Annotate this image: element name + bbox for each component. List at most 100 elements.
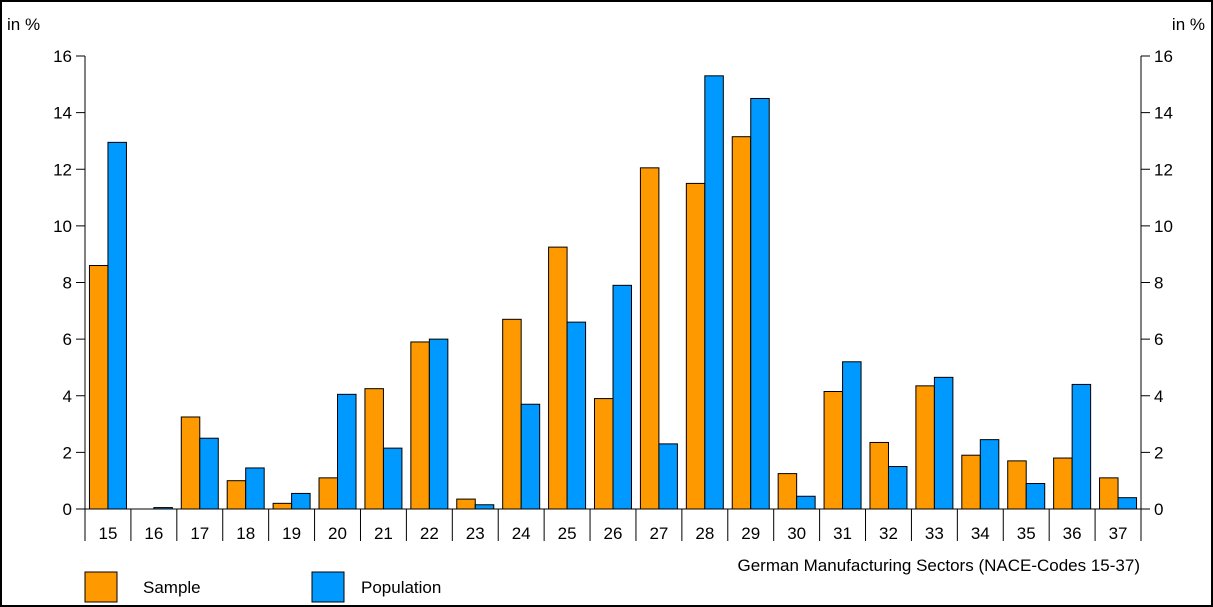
bar-population-36 [1071, 383, 1092, 510]
left-tick-label: 6 [63, 330, 72, 349]
bar-sample-31 [823, 391, 844, 510]
right-y-axis: 0 2 4 6 8 10 12 14 16 [1140, 47, 1173, 519]
bar-population-23 [474, 504, 495, 510]
bar-population-34 [979, 439, 1000, 510]
left-tick-label: 0 [63, 500, 72, 519]
bar-sample-25 [548, 246, 568, 510]
bar-sample-34 [961, 454, 981, 510]
legend-swatch-sample [84, 571, 118, 603]
right-unit-label: in % [1172, 15, 1205, 34]
category-label: 24 [512, 524, 531, 543]
bar-sample-36 [1053, 457, 1073, 510]
legend-label-sample: Sample [143, 578, 201, 597]
bar-sample-24 [502, 318, 522, 510]
left-tick-label: 8 [63, 274, 72, 293]
category-label: 18 [236, 524, 255, 543]
category-label: 26 [604, 524, 623, 543]
bar-population-15 [107, 141, 127, 510]
right-tick-label: 10 [1154, 217, 1173, 236]
category-label: 22 [420, 524, 439, 543]
bar-population-28 [704, 75, 724, 510]
bar-sample-27 [639, 167, 660, 510]
right-tick-label: 0 [1154, 500, 1163, 519]
bar-sample-29 [731, 136, 752, 510]
bar-population-31 [842, 361, 862, 510]
right-tick-label: 16 [1154, 47, 1173, 66]
bar-population-24 [520, 403, 541, 510]
category-label: 17 [190, 524, 209, 543]
category-label: 21 [374, 524, 393, 543]
bar-sample-33 [915, 385, 935, 510]
legend-label-population: Population [361, 578, 441, 597]
category-label: 34 [971, 524, 990, 543]
left-unit-label: in % [7, 15, 40, 34]
bar-population-17 [199, 437, 219, 510]
category-label: 32 [879, 524, 898, 543]
bar-population-26 [612, 284, 632, 510]
right-tick-label: 4 [1154, 387, 1163, 406]
category-label: 29 [741, 524, 760, 543]
category-label: 30 [787, 524, 806, 543]
bar-sample-18 [226, 480, 247, 510]
category-label: 33 [925, 524, 944, 543]
bars-group [88, 75, 1138, 510]
left-tick-label: 4 [63, 387, 72, 406]
bar-sample-28 [685, 182, 706, 510]
left-tick-label: 16 [53, 47, 72, 66]
bar-population-20 [337, 393, 357, 510]
bar-population-35 [1025, 483, 1046, 510]
left-tick-label: 10 [53, 217, 72, 236]
left-tick-label: 12 [53, 160, 72, 179]
category-label: 28 [695, 524, 714, 543]
legend-swatch-population [311, 571, 345, 603]
bar-population-27 [658, 443, 678, 510]
bar-sample-20 [318, 477, 339, 510]
category-label: 37 [1109, 524, 1128, 543]
bar-sample-19 [272, 502, 293, 510]
bar-population-18 [245, 467, 265, 510]
bar-sample-26 [594, 398, 614, 510]
bar-population-30 [796, 495, 816, 510]
bar-sample-21 [364, 388, 384, 510]
bar-sample-22 [410, 341, 430, 510]
left-tick-label: 14 [53, 104, 72, 123]
category-label: 35 [1017, 524, 1036, 543]
category-label: 27 [649, 524, 668, 543]
right-tick-label: 14 [1154, 104, 1173, 123]
bar-population-25 [566, 321, 587, 510]
bar-population-21 [382, 447, 403, 510]
left-tick-label: 2 [63, 443, 72, 462]
bar-sample-30 [777, 473, 798, 510]
bar-population-37 [1117, 497, 1138, 510]
bar-population-22 [428, 338, 449, 510]
bar-population-19 [291, 492, 311, 510]
right-tick-label: 12 [1154, 160, 1173, 179]
bar-population-32 [887, 466, 908, 510]
right-tick-label: 6 [1154, 330, 1163, 349]
category-label: 16 [144, 524, 163, 543]
category-label: 15 [98, 524, 117, 543]
category-label: 31 [833, 524, 852, 543]
x-axis: 15 16 17 18 19 20 21 22 23 24 25 26 27 28 29 30 31 32 33 34… [76, 508, 1150, 543]
category-label: 25 [558, 524, 577, 543]
right-tick-label: 2 [1154, 443, 1163, 462]
category-label: 36 [1063, 524, 1082, 543]
bar-sample-35 [1007, 460, 1027, 510]
bar-sample-32 [869, 441, 889, 510]
legend: Sample Population [84, 571, 441, 603]
bar-sample-23 [456, 498, 476, 510]
bar-sample-17 [180, 416, 201, 510]
category-label: 20 [328, 524, 347, 543]
bar-population-33 [933, 376, 954, 510]
x-axis-title: German Manufacturing Sectors (NACE-Codes… [738, 556, 1141, 575]
bar-sample-37 [1099, 477, 1119, 510]
right-tick-label: 8 [1154, 274, 1163, 293]
category-label: 23 [466, 524, 485, 543]
bar-sample-15 [88, 265, 109, 510]
category-label: 19 [282, 524, 301, 543]
bar-population-29 [750, 97, 770, 510]
left-y-axis: 0 2 4 6 8 10 12 14 16 [53, 47, 86, 519]
